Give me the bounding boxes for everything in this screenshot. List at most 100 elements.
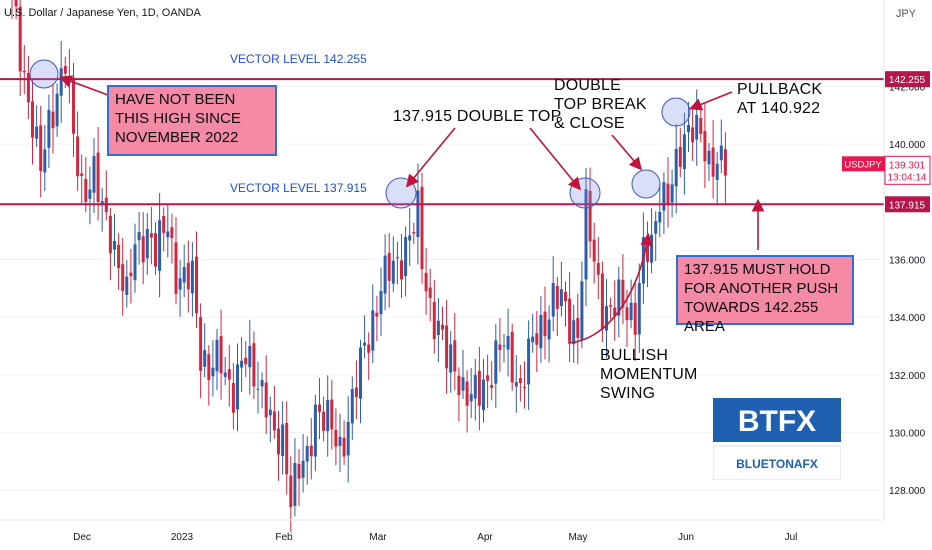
y-tick-label: 140.000 [889, 140, 926, 151]
candle-body [584, 189, 588, 280]
candle-body [133, 244, 137, 281]
candle-body [117, 244, 121, 269]
candle-body [687, 124, 690, 132]
candle-body [35, 126, 39, 139]
candle-body [453, 340, 457, 372]
candle-body [646, 236, 649, 262]
candle-body [449, 344, 453, 373]
candle-body [277, 428, 280, 455]
candle-body [244, 357, 248, 365]
candle-body [338, 436, 342, 446]
y-tick-label: 142.000 [889, 83, 926, 94]
candle-body [223, 372, 227, 377]
y-tick-label: 136.000 [889, 256, 926, 267]
candle-body [600, 273, 604, 330]
candle-body [543, 311, 547, 337]
candle-body [80, 173, 84, 176]
arrow-double-top-left [405, 127, 456, 188]
candle-body [469, 394, 473, 402]
candle-body [289, 475, 293, 508]
candle-body [535, 333, 539, 345]
candle-body [174, 242, 178, 294]
candle-body [596, 263, 600, 275]
candle-body [63, 66, 67, 74]
candle-body [637, 283, 641, 335]
candle-body [691, 127, 695, 143]
candle-body [252, 343, 256, 387]
candle-body [354, 387, 358, 398]
candle-body [137, 232, 141, 241]
highlight-circle [29, 59, 59, 89]
candle-body [621, 279, 625, 308]
candle-body [170, 227, 174, 239]
double-top-label: 137.915 DOUBLE TOP [393, 108, 562, 125]
candle-body [31, 101, 34, 138]
candle-body [281, 424, 285, 457]
candle-body [158, 220, 162, 271]
candle-body [559, 289, 563, 307]
candle-body [473, 375, 477, 399]
arrow-pullback [689, 91, 733, 111]
candle-body [605, 306, 608, 331]
candle-body [465, 381, 469, 406]
candle-body [145, 228, 149, 259]
candle-body [182, 267, 186, 283]
candle-body [248, 345, 252, 368]
candle-body [149, 233, 153, 238]
candle-body [432, 301, 436, 339]
candle-body [207, 354, 211, 381]
candle-body [326, 400, 330, 432]
candle-body [445, 325, 449, 369]
candle-body [412, 231, 416, 234]
candle-body [494, 340, 498, 384]
x-tick-label: Dec [73, 532, 91, 543]
candle-body [47, 109, 51, 148]
candle-body [551, 282, 555, 317]
candle-body [408, 235, 412, 241]
candle-body [309, 445, 313, 457]
candle-body [539, 315, 543, 349]
candle-body [629, 302, 633, 321]
candle-body [461, 377, 465, 391]
candle-body [572, 320, 576, 345]
annotation-shapes [29, 59, 765, 344]
candle-body [301, 460, 305, 478]
arrow-double-top-right [529, 127, 582, 191]
candle-body [420, 186, 424, 270]
candle-body [695, 115, 699, 140]
candle-body [678, 146, 682, 167]
candle-body [76, 136, 80, 177]
candle-body [609, 305, 613, 307]
y-tick-label: 130.000 [889, 429, 926, 440]
candle-body [59, 68, 63, 96]
candle-body [707, 150, 711, 165]
candle-body [322, 411, 326, 431]
candle-body [625, 307, 629, 321]
candle-body [84, 178, 88, 202]
candle-body [662, 182, 666, 211]
x-tick-label: 2023 [171, 532, 194, 543]
horizontal-levels [0, 78, 884, 206]
candle-body [428, 287, 432, 299]
candle-body [92, 155, 96, 193]
logo-brand-text: BTFX [738, 405, 816, 438]
candle-body [199, 317, 203, 371]
current-price-tag [884, 155, 931, 185]
currency-label: JPY [895, 8, 916, 20]
candle-body [711, 147, 715, 177]
candle-body [436, 320, 440, 335]
candle-body [514, 382, 518, 387]
candle-body [18, 6, 22, 72]
candle-body [580, 281, 584, 340]
candle-body [359, 347, 362, 399]
candle-body [350, 389, 354, 424]
candle-body [43, 149, 47, 173]
candle-body [518, 378, 522, 384]
candle-body [215, 339, 219, 372]
candle-body [699, 117, 703, 134]
candle-body [715, 163, 719, 180]
candle-body [363, 342, 367, 346]
y-tick-label: 128.000 [889, 486, 926, 497]
candle-body [375, 312, 379, 317]
